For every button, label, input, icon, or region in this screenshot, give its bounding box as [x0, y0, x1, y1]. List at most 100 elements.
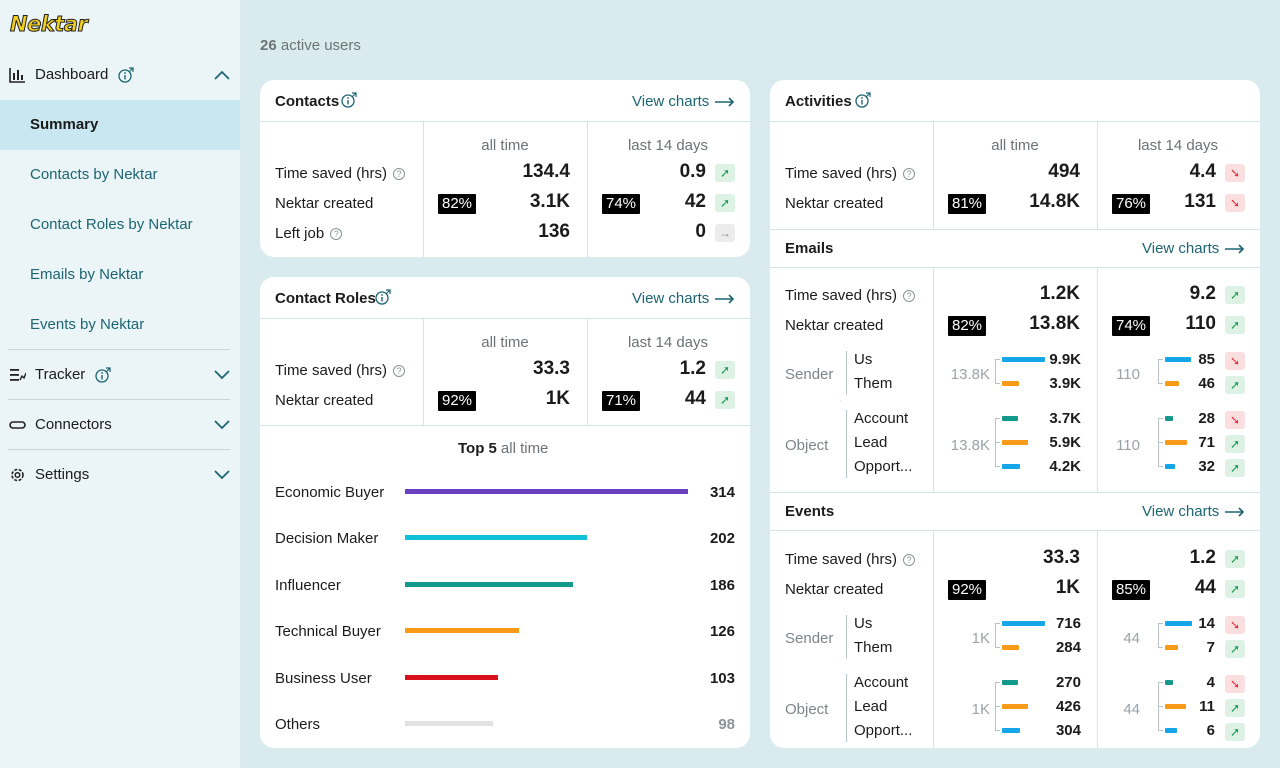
- nav-settings-label: Settings: [35, 466, 90, 483]
- nav-connectors[interactable]: Connectors: [0, 400, 240, 450]
- col-head-last-14: last 14 days: [627, 137, 709, 154]
- breakdown-bar: [1002, 464, 1020, 469]
- breakdown-bar: [1002, 680, 1018, 685]
- help-icon[interactable]: ?: [902, 554, 915, 566]
- trend-down-icon: ➘: [1225, 616, 1245, 634]
- breakdown-bar: [1002, 357, 1045, 362]
- view-charts-link[interactable]: View charts: [1142, 240, 1245, 257]
- bracket-tick: [995, 706, 1000, 707]
- bracket-tick: [1158, 623, 1163, 624]
- sidebar-item-contact-roles[interactable]: Contact Roles by Nektar: [30, 216, 193, 233]
- time-saved-all: 33.3: [533, 358, 570, 379]
- trend-up-icon: ➚: [1225, 286, 1245, 304]
- nav-dashboard[interactable]: Dashboard: [0, 50, 240, 100]
- bracket-tick: [1158, 730, 1163, 731]
- sidebar-item-summary[interactable]: Summary: [0, 100, 240, 150]
- divider: [423, 122, 424, 257]
- bracket: [846, 351, 847, 395]
- active-users-text: active users: [280, 37, 361, 54]
- divider: [8, 399, 230, 400]
- info-icon[interactable]: [375, 289, 391, 305]
- nav-tracker[interactable]: Tracker: [0, 350, 240, 400]
- breakdown-value: 716: [1055, 615, 1081, 632]
- breakdown-bar: [1002, 416, 1018, 421]
- percent-badge: 92%: [438, 391, 477, 411]
- col-head-all-time: all time: [481, 137, 529, 154]
- info-icon[interactable]: [855, 92, 871, 108]
- role-label: Economic Buyer: [275, 484, 385, 501]
- role-value: 126: [709, 623, 735, 641]
- trend-up-icon: ➚: [715, 194, 735, 212]
- view-charts-label: View charts: [1142, 240, 1220, 257]
- trend-up-icon: ➚: [1225, 550, 1245, 568]
- section-header-bg: [771, 493, 1259, 531]
- role-label: Business User: [275, 669, 372, 687]
- info-icon[interactable]: [118, 67, 134, 83]
- created-recent: 44: [1194, 577, 1216, 598]
- row-label-text: Nektar created: [785, 581, 884, 598]
- breakdown-value: 4.2K: [1049, 458, 1081, 475]
- time-saved-all: 1.2K: [1039, 283, 1080, 304]
- role-bar: [405, 674, 498, 680]
- help-icon[interactable]: ?: [392, 168, 405, 180]
- view-charts-link[interactable]: View charts: [632, 93, 735, 110]
- sidebar-item-events[interactable]: Events by Nektar: [30, 316, 145, 333]
- breakdown-bar: [1165, 464, 1175, 469]
- sidebar-item-contacts[interactable]: Contacts by Nektar: [30, 166, 158, 183]
- breakdown-value: 3.9K: [1049, 375, 1081, 392]
- help-icon[interactable]: ?: [330, 228, 343, 240]
- percent-badge: 81%: [948, 194, 987, 214]
- trend-up-icon: ➚: [715, 391, 735, 409]
- view-charts-link[interactable]: View charts: [1142, 503, 1245, 520]
- created-recent: 131: [1184, 191, 1216, 212]
- breakdown-value: 28: [1198, 410, 1215, 427]
- activities-card: [770, 80, 1260, 748]
- nektar-logo[interactable]: Nektar: [9, 12, 88, 37]
- bracket: [846, 674, 847, 742]
- chevron-down-icon[interactable]: [214, 419, 230, 431]
- help-icon[interactable]: ?: [902, 290, 915, 302]
- object-label: Object: [785, 701, 829, 718]
- arrow-right-icon: [1219, 240, 1245, 257]
- sender-item-label: Them: [854, 639, 893, 656]
- row-label-text: Left job: [275, 225, 325, 242]
- percent-badge: 92%: [948, 580, 987, 600]
- group-total: 1K: [971, 630, 990, 647]
- help-icon[interactable]: ?: [392, 365, 405, 377]
- bracket-tick: [1158, 682, 1163, 683]
- breakdown-bar: [1165, 680, 1173, 685]
- help-icon[interactable]: ?: [902, 168, 915, 180]
- chevron-down-icon[interactable]: [214, 469, 230, 481]
- time-saved-recent: 0.9: [679, 161, 706, 182]
- row-label: Nektar created: [275, 392, 373, 409]
- divider: [260, 318, 750, 319]
- percent-badge: 74%: [1112, 316, 1151, 336]
- trend-flat-icon: →: [715, 224, 735, 242]
- bracket-tick: [995, 359, 1000, 360]
- created-all: 14.8K: [1029, 191, 1080, 212]
- breakdown-bar: [1165, 621, 1192, 626]
- divider: [933, 122, 934, 748]
- trend-down-icon: ➘: [1225, 164, 1245, 182]
- nav-settings[interactable]: Settings: [0, 450, 240, 500]
- chevron-down-icon[interactable]: [214, 369, 230, 381]
- breakdown-value: 6: [1206, 722, 1215, 739]
- sidebar-item-emails[interactable]: Emails by Nektar: [30, 266, 144, 283]
- chevron-up-icon[interactable]: [214, 69, 230, 81]
- bracket-tick: [995, 418, 1000, 419]
- trend-up-icon: ➚: [1225, 316, 1245, 334]
- row-label-text: Time saved (hrs): [785, 287, 897, 304]
- info-icon[interactable]: [95, 367, 111, 383]
- breakdown-value: 304: [1055, 722, 1081, 739]
- breakdown-value: 9.9K: [1049, 351, 1081, 368]
- info-icon[interactable]: [341, 92, 357, 108]
- sender-label: Sender: [785, 366, 834, 383]
- row-label-text: Time saved (hrs): [275, 362, 387, 379]
- divider: [587, 319, 588, 425]
- group-total: 13.8K: [950, 437, 990, 454]
- breakdown-value: 14: [1198, 615, 1215, 632]
- arrow-right-icon: [709, 93, 735, 110]
- view-charts-link[interactable]: View charts: [632, 290, 735, 307]
- time-saved-all: 494: [1048, 161, 1080, 182]
- trend-down-icon: ➘: [1225, 194, 1245, 212]
